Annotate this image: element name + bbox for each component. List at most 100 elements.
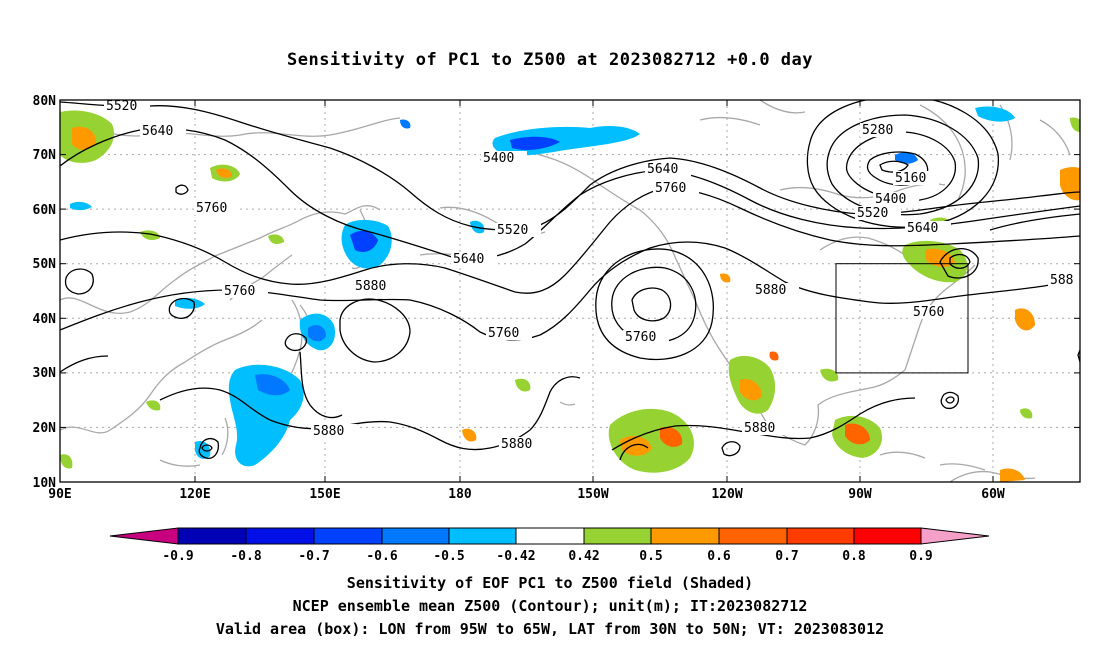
contour-label: 5880 [355,279,386,294]
lat-label: 70N [33,148,57,163]
contour-label-group: 5520 5640 5400 5280 5160 5400 5520 5640 … [104,99,1080,452]
positive-sensitivity-area [1015,308,1035,331]
lat-label: 20N [33,421,57,436]
lon-label: 60W [981,487,1005,502]
z500-contours [60,100,1080,461]
negative-sensitivity-area [350,230,378,252]
negative-sensitivity-area [895,152,918,164]
positive-sensitivity-area [1020,408,1033,419]
negative-sensitivity-area [255,374,290,396]
contour-label: 5400 [875,192,906,207]
colorbar-label: -0.9 [162,549,193,564]
colorbar-cell [650,527,720,545]
contour-label: 5160 [895,171,926,186]
positive-sensitivity-area [660,426,683,447]
map-frame [59,99,1081,483]
positive-sensitivity-area [1000,468,1025,482]
caption-shaded: Sensitivity of EOF PC1 to Z500 field (Sh… [346,574,754,592]
contour-label: 5280 [862,123,893,138]
positive-sensitivity-area [515,378,531,392]
caption-contour: NCEP ensemble mean Z500 (Contour); unit(… [292,597,808,615]
negative-sensitivity-area [70,201,92,211]
lon-label: 90E [48,487,71,502]
contour-label: 5520 [497,223,528,238]
contour-label: 588 [1050,273,1073,288]
lon-label: 180 [448,487,472,502]
colorbar-label: 0.5 [639,549,662,564]
latitude-labels: 80N 70N 60N 50N 40N 30N 20N 10N [33,94,57,491]
contour-label: 5760 [655,181,686,196]
lon-label: 150E [309,487,340,502]
positive-sensitivity-area [608,408,694,473]
colorbar-cell [718,527,788,545]
contour-label: 5520 [857,206,888,221]
positive-sensitivity-area [72,126,96,150]
positive-sensitivity-area [60,454,73,469]
negative-sensitivity-area [400,119,411,129]
contour-label: 5640 [907,221,938,236]
negative-sensitivity-area [975,106,1015,122]
negative-sensitivity-area [175,297,205,309]
contour-label: 5760 [913,305,944,320]
lat-label: 10N [33,476,57,491]
colorbar-label: -0.7 [298,549,329,564]
contour-label: 5880 [501,437,532,452]
caption-valid-area: Valid area (box): LON from 95W to 65W, L… [215,620,885,638]
colorbar-label: 0.42 [568,549,599,564]
colorbar-left-arrow [109,527,179,545]
colorbar: -0.9 -0.8 -0.7 -0.6 -0.5 -0.42 0.42 0.5 … [109,527,990,564]
positive-sensitivity-area [769,351,779,361]
lon-label: 120E [179,487,210,502]
colorbar-cell [583,527,652,545]
positive-sensitivity-area [268,234,284,244]
negative-sensitivity-area [308,325,326,342]
positive-sensitivity-area [1070,117,1080,132]
contour-label: 5760 [488,326,519,341]
contour-label: 5760 [196,201,227,216]
colorbar-right-arrow [920,527,990,545]
positive-sensitivity-area [740,378,762,401]
negative-sensitivity-area [510,136,560,150]
positive-sensitivity-area [462,428,477,442]
colorbar-label: -0.42 [496,549,535,564]
colorbar-cell [448,527,517,545]
contour-label: 5880 [755,283,786,298]
lat-label: 80N [33,94,57,109]
colorbar-label: 0.8 [842,549,866,564]
lat-label: 30N [33,366,57,381]
longitude-labels: 90E 120E 150E 180 150W 120W 90W 60W [48,487,1005,502]
colorbar-label: -0.6 [366,549,397,564]
contour-low-5760-pacific [631,287,672,322]
colorbar-label: -0.5 [433,549,464,564]
colorbar-label: 0.6 [707,549,731,564]
lon-label: 90W [848,487,872,502]
contour-label: 5400 [483,151,514,166]
lat-label: 50N [33,257,57,272]
contour-label: 5880 [744,421,775,436]
lon-label: 120W [711,487,742,502]
contour-label: 5760 [224,284,255,299]
colorbar-label: 0.7 [775,549,798,564]
sensitivity-shading [60,106,1080,482]
contour-label: 5640 [453,252,484,267]
positive-sensitivity-area [720,273,731,283]
contour-label: 5640 [647,162,678,177]
positive-sensitivity-area [845,423,870,445]
valid-area-box [835,263,969,374]
contour-label: 5760 [625,330,656,345]
colorbar-cell [515,527,585,545]
lat-label: 60N [33,203,57,218]
positive-sensitivity-area [820,368,839,382]
colorbar-label: -0.8 [230,549,261,564]
colorbar-cell [177,527,247,545]
lat-label: 40N [33,312,57,327]
colorbar-cell [381,527,450,545]
contour-label: 5520 [106,99,137,114]
lon-label: 150W [577,487,608,502]
colorbar-label: 0.9 [909,549,932,564]
positive-sensitivity-area [146,400,161,411]
contour-label: 5640 [142,124,173,139]
axis-ticks [60,99,1080,482]
colorbar-cell [786,527,855,545]
